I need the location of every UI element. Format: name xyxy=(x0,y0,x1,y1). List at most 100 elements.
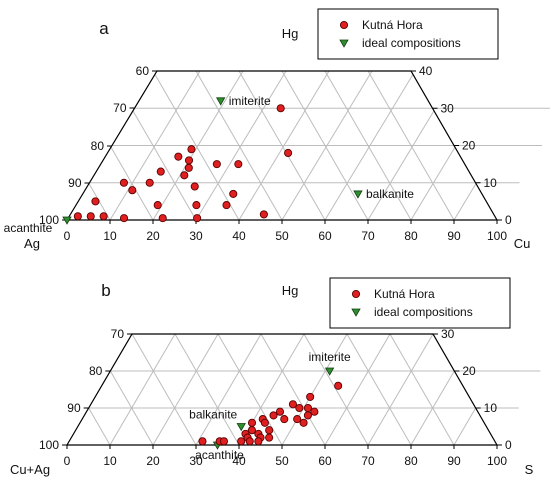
data-point xyxy=(293,415,302,424)
data-point xyxy=(265,426,274,435)
bottom-tick-label: 70 xyxy=(361,229,375,243)
data-point xyxy=(174,152,183,161)
data-point xyxy=(184,163,193,172)
data-point xyxy=(158,214,167,223)
left-tick-label: 70 xyxy=(113,101,127,115)
data-point xyxy=(254,437,263,446)
left-tick-label: 100 xyxy=(39,438,59,452)
data-point xyxy=(265,433,274,442)
right-tick-label: 40 xyxy=(419,64,433,78)
data-point xyxy=(299,418,308,427)
data-point xyxy=(276,104,285,113)
data-point xyxy=(180,171,189,180)
bottom-tick-label: 100 xyxy=(487,229,507,243)
ideal-composition-marker xyxy=(236,423,246,432)
bottom-right-label: S xyxy=(525,462,534,477)
right-tick-label: 0 xyxy=(505,438,512,452)
bottom-tick-label: 0 xyxy=(64,229,71,243)
data-point xyxy=(275,407,285,416)
data-point xyxy=(280,415,289,424)
bottom-tick-label: 90 xyxy=(447,229,461,243)
legend: Kutná Hora ideal compositions xyxy=(317,8,499,60)
grid-line-diagonal xyxy=(238,334,497,445)
grid-line-diagonal xyxy=(67,71,111,220)
panel-letter: a xyxy=(99,19,109,38)
legend-triangle-icon xyxy=(351,308,361,317)
grid-line-diagonal xyxy=(67,334,412,445)
data-point xyxy=(156,167,165,176)
bottom-tick-label: 50 xyxy=(275,454,289,468)
legend-triangle-icon xyxy=(339,39,349,48)
data-point xyxy=(247,426,257,435)
grid-line-diagonal xyxy=(69,334,455,445)
data-point xyxy=(288,400,297,409)
right-tick-label: 30 xyxy=(441,101,455,115)
bottom-tick-label: 20 xyxy=(146,454,160,468)
data-point xyxy=(269,411,278,420)
legend: Kutná Hora ideal compositions xyxy=(329,277,511,329)
ideal-composition-marker xyxy=(324,367,335,376)
data-point xyxy=(184,156,194,165)
legend-item-kutna-hora: Kutná Hora xyxy=(362,18,423,32)
grid-diagonals xyxy=(67,334,497,445)
data-point xyxy=(303,403,313,413)
grid-line-diagonal xyxy=(67,71,283,220)
data-point xyxy=(245,437,254,446)
right-tick-label: 20 xyxy=(462,364,476,378)
bottom-tick-label: 20 xyxy=(146,229,160,243)
legend-point-icon xyxy=(351,289,361,299)
mineral-label: balkanite xyxy=(366,187,414,201)
bottom-right-label: Cu xyxy=(514,236,531,251)
bottom-tick-label: 50 xyxy=(275,229,289,243)
left-tick-label: 100 xyxy=(39,213,59,227)
data-point xyxy=(187,145,196,154)
bottom-left-label: Ag xyxy=(24,236,40,251)
panel-a: 0 10 20 30 40 50 60 70 80 90 100 100 90 80 70 60 0 10 20 30… xyxy=(4,8,550,251)
data-point xyxy=(303,411,312,420)
data-point xyxy=(193,214,202,223)
data-point xyxy=(237,437,246,446)
data-point xyxy=(295,403,304,413)
mineral-label: imiterite xyxy=(309,350,351,364)
data-point xyxy=(212,160,221,169)
data-point xyxy=(192,201,201,210)
left-tick-label: 70 xyxy=(111,327,125,341)
data-point xyxy=(119,178,128,187)
bottom-tick-label: 80 xyxy=(404,229,418,243)
grid-line-diagonal xyxy=(109,334,497,445)
right-tick-label: 20 xyxy=(462,139,476,153)
data-point xyxy=(86,212,95,221)
grid-line-diagonal xyxy=(67,71,197,220)
bottom-tick-label: 60 xyxy=(318,229,332,243)
data-point xyxy=(128,186,137,195)
legend-item-ideal: ideal compositions xyxy=(374,305,473,319)
data-point xyxy=(99,212,108,221)
grid-line-diagonal xyxy=(152,334,497,445)
data-point xyxy=(260,418,269,427)
bottom-tick-label: 100 xyxy=(487,454,507,468)
right-tick-label: 30 xyxy=(441,327,455,341)
left-tick-label: 90 xyxy=(68,176,82,190)
bottom-tick-label: 40 xyxy=(232,454,246,468)
legend-item-kutna-hora: Kutná Hora xyxy=(374,287,435,301)
bottom-tick-label: 30 xyxy=(189,229,203,243)
legend-item-ideal: ideal compositions xyxy=(362,36,461,50)
right-tick-label: 10 xyxy=(484,401,498,415)
data-point xyxy=(334,381,343,390)
mineral-label: acanthite xyxy=(195,448,244,462)
plot-frame xyxy=(65,333,499,446)
grid-line-diagonal xyxy=(67,71,326,220)
ideal-composition-marker xyxy=(216,97,226,106)
grid-line-diagonal xyxy=(324,334,497,445)
data-point xyxy=(91,197,100,206)
left-tick-label: 90 xyxy=(67,401,81,415)
data-point xyxy=(222,201,231,210)
bottom-left-label: Cu+Ag xyxy=(10,462,50,477)
data-point xyxy=(234,160,243,169)
data-point xyxy=(284,148,293,157)
bottom-tick-label: 40 xyxy=(232,229,246,243)
legend-box xyxy=(329,277,511,329)
data-point xyxy=(219,437,229,446)
bottom-tick-label: 60 xyxy=(318,454,332,468)
